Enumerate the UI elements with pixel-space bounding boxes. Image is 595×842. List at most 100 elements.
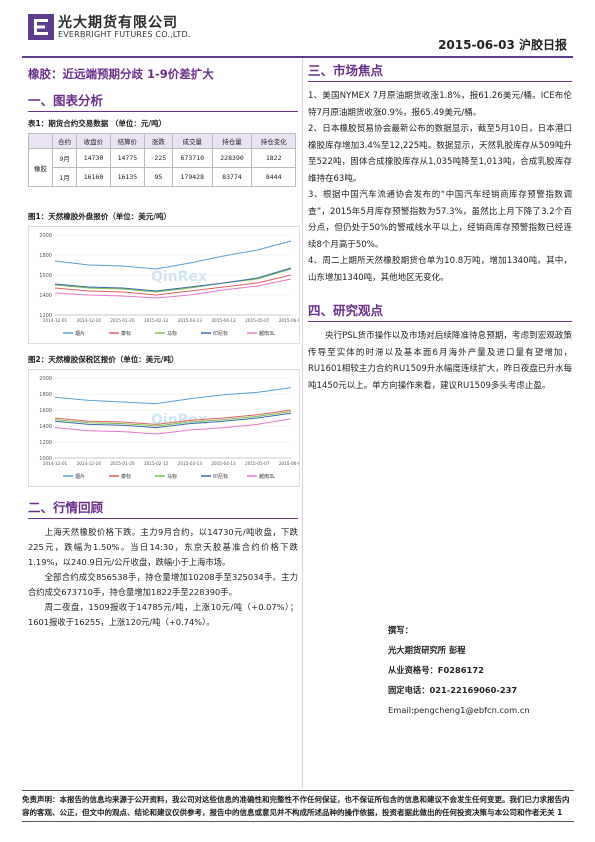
review-paragraph: 周二夜盘，1509报收于14785元/吨，上涨10元/吨（+0.07%）；160… <box>28 602 298 627</box>
chart2-x-tick-label: 2014-12-24 <box>77 461 102 466</box>
table-row: 1月 16160 16135 95 179428 83774 8444 <box>29 167 296 187</box>
company-logo-icon <box>28 14 54 40</box>
futures-data-table: 合约 收盘价 结算价 涨跌 成交量 持仓量 持仓变化 橡胶 9月 14730 1… <box>27 133 296 187</box>
chart2-legend-label: 马标 <box>167 473 177 480</box>
chart1-x-tick-label: 2015-01-20 <box>110 318 135 323</box>
chart2-x-tick-label: 2015-01-20 <box>110 461 135 466</box>
table-header-cell: 结算价 <box>109 133 145 149</box>
table-cell: 8444 <box>251 167 296 187</box>
disclaimer-footer: 免责声明：本报告的信息均来源于公开资料，我公司对这些信息的准确性和完整性不作任何… <box>22 790 574 822</box>
chart1-series-line-0 <box>54 240 292 270</box>
chart1-legend-label: 马标 <box>167 330 177 337</box>
table-cell: 14775 <box>109 148 145 168</box>
chart2-x-tick-label: 2015-06-01 <box>279 461 299 466</box>
table-cell: 16160 <box>76 167 111 187</box>
section-heading-review: 二、行情回顾 <box>28 500 104 515</box>
table-cell: 1月 <box>52 167 78 187</box>
focus-item: 3、根据中国汽车流通协会发布的“中国汽车经销商库存预警指数调查”，2015年5月… <box>308 190 572 250</box>
table-cell: 16135 <box>109 167 145 187</box>
chart2-watermark: QinRex <box>151 412 207 428</box>
chart2-series-line-4 <box>54 418 292 435</box>
chart2-legend-label: 越南3L <box>259 473 275 480</box>
chart2-y-tick-label: 1000 <box>39 456 52 462</box>
section-heading-view: 四、研究观点 <box>308 303 384 318</box>
left-column: 橡胶：近远端预期分歧 1-9价差扩大 一、图表分析 表1：期货合约交易数据 （单… <box>27 60 300 630</box>
chart1-x-tick-label: 2014-12-24 <box>77 318 102 323</box>
right-column: 三、市场焦点 1、美国NYMEX 7月原油期货收涨1.8%，报61.26美元/桶… <box>308 60 572 394</box>
chart1-series-line-2 <box>54 268 292 293</box>
table-header-cell: 持仓变化 <box>251 133 296 149</box>
table1-caption: 表1：期货合约交易数据 （单位：元/吨） <box>28 119 167 128</box>
table-header-row: 合约 收盘价 结算价 涨跌 成交量 持仓量 持仓变化 <box>27 133 296 149</box>
chart1-x-tick-label: 2015-02-12 <box>144 318 169 323</box>
author-name: 光大期货研究所 彭程 <box>388 645 466 655</box>
chart2-x-tick-label: 2014-12-01 <box>43 461 68 466</box>
chart2-y-tick-label: 1400 <box>39 424 52 430</box>
company-name-en: EVERBRIGHT FUTURES CO.,LTD. <box>58 30 191 39</box>
header-divider <box>22 56 573 58</box>
chart-bonded-price: QinRex 2000 1800 1600 1400 1200 1000 2014-12-01… <box>28 369 300 487</box>
table-header-cell: 持仓量 <box>211 133 253 149</box>
chart2-series-line-3 <box>54 412 292 429</box>
chart1-legend-label: 烟片 <box>75 330 85 337</box>
chart2-series-line-0 <box>54 387 292 405</box>
section-underline <box>308 321 572 322</box>
table-row: 橡胶 9月 14730 14775 -225 673710 228390 182… <box>27 148 296 187</box>
table-header-blank <box>27 133 54 149</box>
table-cell: -225 <box>143 148 173 168</box>
chart2-y-tick-label: 1600 <box>39 408 52 414</box>
author-block: 撰写： 光大期货研究所 彭程 从业资格号：F0286172 固定电话：021-2… <box>388 620 578 720</box>
table-cell: 179428 <box>171 167 213 187</box>
author-license: 从业资格号：F0286172 <box>388 665 484 675</box>
focus-item: 2、日本橡胶贸易协会最新公布的数据显示，截至5月10日，日本港口橡胶库存增加3.… <box>308 124 572 184</box>
author-phone: 固定电话：021-22169060-237 <box>388 685 518 695</box>
chart1-y-tick-label: 1600 <box>39 273 52 279</box>
section-underline <box>28 518 298 519</box>
table-cell: 95 <box>143 167 173 187</box>
chart2-series-line-2 <box>54 411 292 427</box>
chart1-y-tick-label: 2000 <box>39 233 52 239</box>
review-paragraph: 全部合约成交856538手，持仓量增加10208手至325034手。主力合约成交… <box>28 572 298 597</box>
section-heading-charts: 一、图表分析 <box>28 93 104 108</box>
chart1-x-tick-label: 2015-06-01 <box>279 318 299 323</box>
table-cell: 9月 <box>52 148 78 168</box>
table-header-cell: 涨跌 <box>143 133 173 149</box>
chart1-x-tick-label: 2014-12-01 <box>43 318 68 323</box>
chart2-legend-label: 泰标 <box>121 473 131 480</box>
focus-item: 1、美国NYMEX 7月原油期货收涨1.8%，报61.26美元/桶。ICE布伦特… <box>308 91 572 118</box>
chart1-watermark: QinRex <box>151 269 207 285</box>
chart2-legend-label: 烟片 <box>75 473 85 480</box>
report-title: 橡胶：近远端预期分歧 1-9价差扩大 <box>28 67 214 81</box>
research-view-paragraph: 央行PSL货币操作以及市场对后续降准待息预期，考虑到宏观政策传导至实体的时滞以及… <box>308 331 572 391</box>
chart1-y-tick-label: 1400 <box>39 293 52 299</box>
chart-bonded-price-svg: QinRex 2000 1800 1600 1400 1200 10002014-12-01… <box>39 376 299 480</box>
chart1-series-line-3 <box>54 267 292 292</box>
focus-item: 4、周二上期所天然橡胶期货仓单为10.8万吨，增加1340吨。其中，山东增加13… <box>308 256 572 283</box>
chart2-series-line-1 <box>54 409 292 425</box>
chart2-caption: 图2：天然橡胶保税区报价（单位：美元/吨） <box>28 355 179 364</box>
chart1-x-tick-label: 2015-05-07 <box>245 318 270 323</box>
table-cell: 14730 <box>76 148 111 168</box>
chart1-legend-label: 印尼标 <box>213 330 228 337</box>
chart1-y-tick-label: 1800 <box>39 253 52 259</box>
chart2-y-tick-label: 2000 <box>39 376 52 382</box>
table-row-label: 橡胶 <box>27 148 54 187</box>
chart2-legend-label: 印尼标 <box>213 473 228 480</box>
table-cell: 228390 <box>211 148 253 168</box>
chart2-x-tick-label: 2015-05-07 <box>245 461 270 466</box>
chart1-series-line-1 <box>54 274 292 296</box>
chart1-legend-label: 泰标 <box>121 330 131 337</box>
chart2-y-tick-label: 1200 <box>39 440 52 446</box>
chart1-x-tick-label: 2015-03-13 <box>178 318 203 323</box>
section-heading-focus: 三、市场焦点 <box>308 63 384 78</box>
table-cell: 673710 <box>171 148 213 168</box>
table-header-cell: 合约 <box>52 133 78 149</box>
table-header-cell: 成交量 <box>171 133 213 149</box>
chart1-y-tick-label: 1200 <box>39 313 52 319</box>
author-email-link[interactable]: Email:pengcheng1@ebfcn.com.cn <box>388 705 530 715</box>
chart1-series-line-4 <box>54 278 292 299</box>
chart1-caption: 图1：天然橡胶外盘报价（单位：美元/吨） <box>28 212 171 221</box>
section-underline <box>308 81 572 82</box>
review-paragraph: 上海天然橡胶价格下跌。主力9月合约，以14730元/吨收盘，下跌225元，跌幅为… <box>28 527 298 567</box>
company-name-cn: 光大期货有限公司 <box>58 15 178 31</box>
